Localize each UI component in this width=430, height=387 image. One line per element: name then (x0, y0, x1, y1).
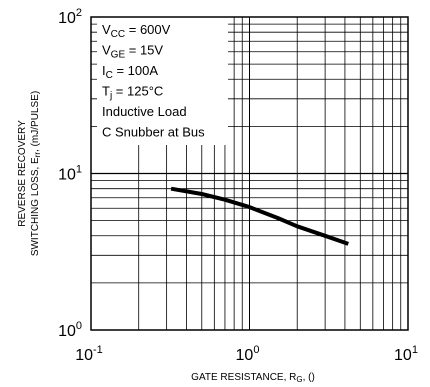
x-axis-label-sub: G (296, 375, 302, 384)
y-tick-label: 101 (58, 164, 82, 184)
condition-main: T (102, 84, 110, 99)
x-tick-exponent: -1 (93, 344, 103, 356)
x-tick-exponent: 1 (412, 344, 418, 356)
condition-subscript: CC (111, 29, 125, 40)
condition-main: V (102, 43, 111, 58)
x-tick-label: 101 (394, 344, 418, 364)
x-tick-base: 10 (75, 347, 93, 364)
y-axis-label: REVERSE RECOVERY SWITCHING LOSS, Err, (m… (17, 91, 42, 256)
x-axis-label-suffix: , () (303, 372, 315, 383)
condition-subscript: GE (111, 50, 126, 61)
y-axis-label-line2-text: SWITCHING LOSS, E (30, 157, 41, 256)
condition-line: VCC = 600V (102, 22, 171, 40)
y-axis-label-line2: SWITCHING LOSS, Err, (mJ/PULSE) (30, 91, 42, 256)
condition-value: = 600V (125, 22, 171, 37)
x-tick-exponent: 0 (253, 344, 259, 356)
y-tick-label: 100 (58, 320, 82, 340)
y-axis-label-line1: REVERSE RECOVERY (17, 120, 28, 227)
y-tick-base: 10 (58, 323, 76, 340)
x-tick-base: 10 (394, 347, 412, 364)
condition-main: V (102, 22, 111, 37)
condition-line: IC = 100A (102, 63, 158, 81)
condition-line: Inductive Load (102, 104, 187, 119)
condition-subscript: j (109, 91, 112, 102)
x-axis-label: GATE RESISTANCE, RG, () (191, 372, 315, 384)
y-axis-label-line2-sub: rr (33, 152, 42, 158)
series-line (170, 186, 349, 246)
y-tick-base: 10 (58, 10, 76, 27)
condition-value: = 15V (125, 43, 163, 58)
condition-main: Inductive Load (102, 104, 187, 119)
condition-line: C Snubber at Bus (102, 125, 205, 140)
condition-value: = 125°C (112, 84, 163, 99)
x-tick-label: 10-1 (75, 344, 103, 364)
condition-main: I (102, 63, 106, 78)
y-tick-exponent: 2 (76, 7, 82, 19)
condition-subscript: C (106, 70, 113, 81)
y-axis-label-line2-suffix: , (mJ/PULSE) (30, 91, 41, 152)
condition-main: C Snubber at Bus (102, 125, 205, 140)
condition-line: Tj = 125°C (102, 84, 163, 102)
x-tick-base: 10 (236, 347, 254, 364)
plot-frame (90, 16, 409, 331)
y-tick-exponent: 1 (76, 164, 82, 176)
y-tick-base: 10 (58, 167, 76, 184)
x-tick-labels: 10-1 100 101 (75, 344, 418, 364)
x-axis-label-text: GATE RESISTANCE, R (191, 372, 296, 383)
condition-value: = 100A (113, 63, 159, 78)
series (170, 186, 349, 246)
x-tick-label: 100 (236, 344, 260, 364)
y-tick-label: 102 (58, 7, 82, 27)
conditions-box-background (97, 17, 228, 145)
y-tick-exponent: 0 (76, 320, 82, 332)
condition-line: VGE = 15V (102, 43, 163, 61)
